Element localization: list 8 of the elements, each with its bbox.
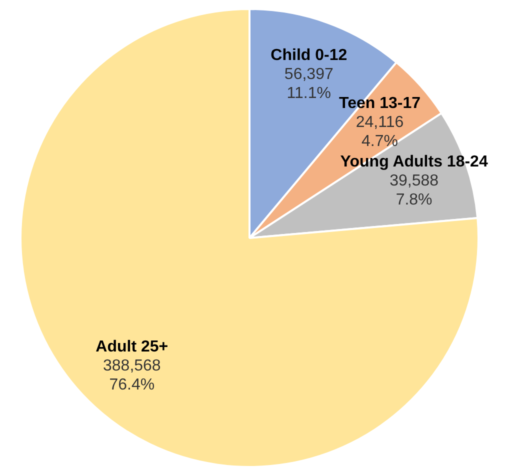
slice-label: Young Adults 18-24 — [340, 154, 488, 171]
data-label: 388,568 76.4% — [103, 358, 161, 394]
slice-label: Child 0-12 — [270, 46, 348, 64]
data-label: 39,588 7.8% — [390, 172, 439, 209]
data-label: 24,116 4.7% — [356, 114, 404, 150]
slice-label: Teen 13-17 — [338, 94, 421, 112]
slice-label: Adult 25+ — [96, 338, 168, 356]
data-label: 56,397 11.1% — [284, 66, 334, 102]
